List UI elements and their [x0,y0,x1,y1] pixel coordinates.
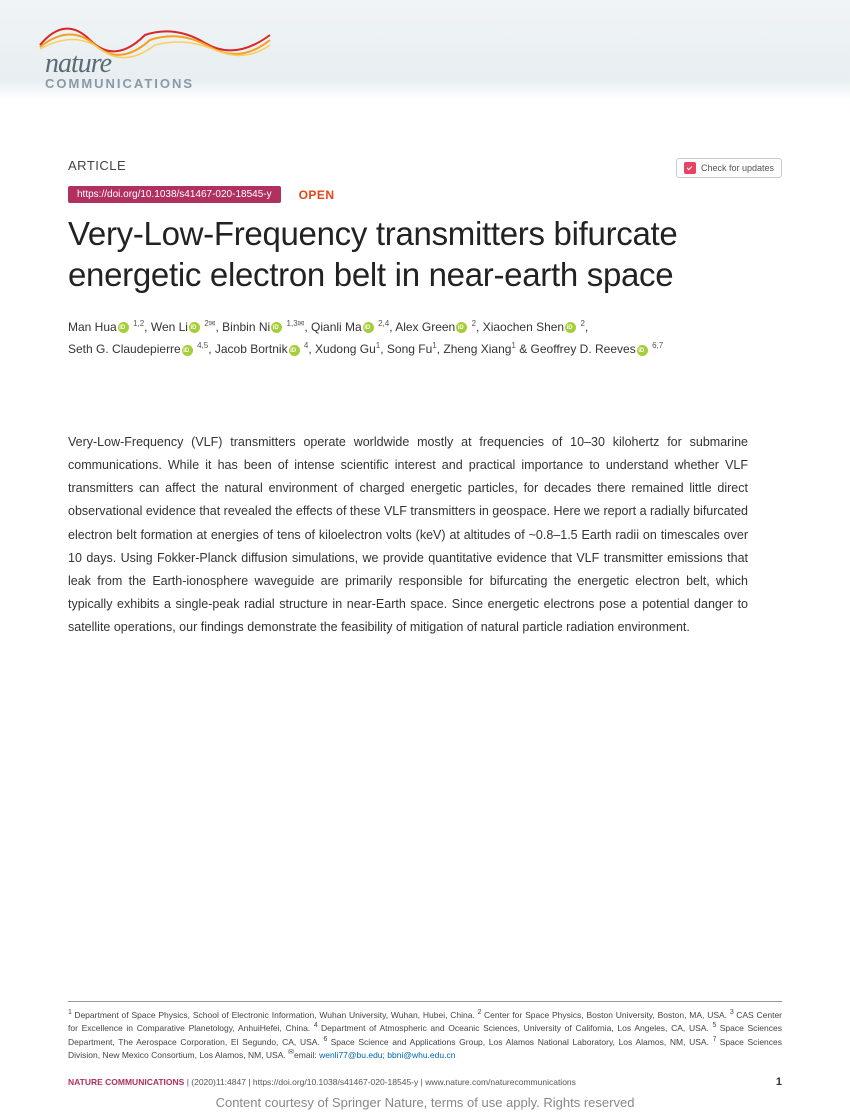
authors-line-2: Seth G. Claudepierre 4,5, Jacob Bortnik … [68,338,782,361]
affil-1: Department of Space Physics, School of E… [74,1010,475,1020]
affil-4: Department of Atmospheric and Oceanic Sc… [321,1023,709,1033]
page-number: 1 [776,1076,782,1088]
affil-2: Center for Space Physics, Boston Univers… [484,1010,727,1020]
orcid-icon [637,345,648,356]
affil-6: Space Science and Applications Group, Lo… [331,1037,709,1047]
courtesy-notice: Content courtesy of Springer Nature, ter… [0,1095,850,1110]
citation-journal: NATURE COMMUNICATIONS [68,1077,184,1087]
article-content: ARTICLE Check for updates https://doi.or… [0,100,850,639]
orcid-icon [271,322,282,333]
check-updates-label: Check for updates [701,163,774,173]
corr-email-2[interactable]: bbni@whu.edu.cn [387,1050,455,1060]
orcid-icon [118,322,129,333]
orcid-icon [189,322,200,333]
corr-email-1[interactable]: wenli77@bu.edu [319,1050,382,1060]
open-access-label: OPEN [299,188,335,202]
email-label: email: [294,1050,317,1060]
crossmark-icon [684,162,696,174]
author-list: Man Hua 1,2, Wen Li 2✉, Binbin Ni 1,3✉, … [68,316,782,362]
doi-badge[interactable]: https://doi.org/10.1038/s41467-020-18545… [68,186,281,203]
orcid-icon [565,322,576,333]
page-footer: 1 Department of Space Physics, School of… [68,1001,782,1088]
abstract-text: Very-Low-Frequency (VLF) transmitters op… [68,431,748,639]
citation-text: NATURE COMMUNICATIONS | (2020)11:4847 | … [68,1077,576,1087]
orcid-icon [363,322,374,333]
orcid-icon [456,322,467,333]
check-updates-button[interactable]: Check for updates [676,158,782,178]
journal-header: nature COMMUNICATIONS [0,0,850,100]
citation-details: | (2020)11:4847 | https://doi.org/10.103… [187,1077,576,1087]
article-type-label: ARTICLE [68,158,126,173]
authors-line-1: Man Hua 1,2, Wen Li 2✉, Binbin Ni 1,3✉, … [68,316,782,339]
journal-logo: nature COMMUNICATIONS [45,48,194,91]
journal-subname: COMMUNICATIONS [45,76,194,91]
orcid-icon [182,345,193,356]
article-title: Very-Low-Frequency transmitters bifurcat… [68,213,782,296]
affiliations-block: 1 Department of Space Physics, School of… [68,1001,782,1062]
orcid-icon [289,345,300,356]
